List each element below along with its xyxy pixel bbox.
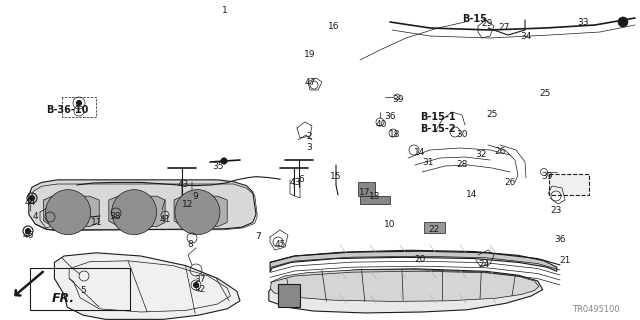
Text: 30: 30 [456, 130, 468, 139]
Text: FR.: FR. [52, 292, 75, 305]
Text: 43: 43 [289, 178, 301, 187]
Text: 38: 38 [109, 212, 121, 221]
Polygon shape [44, 196, 99, 227]
Polygon shape [278, 284, 300, 307]
Polygon shape [269, 269, 543, 313]
Polygon shape [29, 180, 256, 230]
Text: 43: 43 [177, 180, 189, 189]
Text: B-15-2: B-15-2 [420, 124, 456, 134]
Text: 2: 2 [306, 132, 312, 141]
Text: 16: 16 [328, 22, 340, 31]
Text: 1: 1 [222, 6, 228, 15]
Text: 26: 26 [494, 147, 506, 156]
Text: 28: 28 [456, 160, 468, 169]
Text: B-36-10: B-36-10 [46, 105, 88, 115]
Ellipse shape [175, 190, 220, 235]
Text: 3: 3 [306, 143, 312, 152]
Text: 21: 21 [559, 256, 571, 265]
Ellipse shape [111, 190, 157, 235]
Text: 40: 40 [375, 120, 387, 129]
Text: 39: 39 [392, 95, 404, 104]
Text: 45: 45 [275, 240, 285, 249]
Text: 39: 39 [541, 172, 553, 181]
Text: 37: 37 [195, 275, 205, 284]
Text: TR0495100: TR0495100 [572, 305, 620, 314]
Text: 8: 8 [187, 240, 193, 249]
Text: 33: 33 [577, 18, 589, 27]
Text: 17: 17 [359, 188, 371, 197]
Circle shape [29, 196, 35, 201]
Text: 36: 36 [384, 112, 396, 121]
Text: 46: 46 [22, 231, 34, 240]
Ellipse shape [45, 190, 91, 235]
Text: 25: 25 [486, 110, 498, 119]
Polygon shape [109, 196, 165, 227]
Polygon shape [549, 174, 589, 195]
Polygon shape [360, 196, 390, 204]
Text: 5: 5 [80, 286, 86, 295]
Circle shape [26, 228, 31, 234]
Polygon shape [174, 196, 227, 227]
Text: 4: 4 [32, 212, 38, 221]
Circle shape [618, 17, 628, 27]
Text: 47: 47 [304, 78, 316, 87]
Circle shape [77, 100, 81, 106]
Text: 42: 42 [195, 285, 205, 294]
Text: B-15-1: B-15-1 [420, 112, 456, 122]
Text: B-15: B-15 [462, 14, 487, 24]
Text: 31: 31 [422, 158, 434, 167]
Text: 32: 32 [476, 150, 486, 159]
Polygon shape [424, 222, 445, 233]
Circle shape [193, 283, 198, 287]
Text: 22: 22 [428, 225, 440, 234]
Text: 35: 35 [212, 162, 224, 171]
Text: 25: 25 [540, 89, 550, 98]
Text: 19: 19 [304, 50, 316, 59]
Text: 20: 20 [414, 255, 426, 264]
Text: 36: 36 [554, 235, 566, 244]
Text: 27: 27 [499, 23, 509, 32]
Text: 10: 10 [384, 220, 396, 229]
Text: 44: 44 [24, 198, 36, 207]
Text: 41: 41 [159, 215, 171, 224]
Text: 13: 13 [369, 192, 381, 201]
Polygon shape [270, 270, 539, 301]
Text: 7: 7 [255, 232, 261, 241]
Circle shape [221, 158, 227, 164]
Polygon shape [54, 253, 240, 319]
Polygon shape [270, 250, 557, 272]
Text: 26: 26 [504, 178, 516, 187]
Text: 18: 18 [389, 130, 401, 139]
Text: 14: 14 [467, 190, 477, 199]
Text: 29: 29 [481, 19, 493, 28]
Text: 11: 11 [92, 218, 103, 227]
Text: 23: 23 [550, 206, 562, 215]
Text: 9: 9 [192, 192, 198, 201]
Text: 24: 24 [478, 260, 490, 269]
Polygon shape [358, 182, 375, 196]
Text: 14: 14 [414, 148, 426, 157]
Text: 34: 34 [520, 32, 532, 41]
Text: 12: 12 [182, 200, 194, 209]
Text: 15: 15 [330, 172, 342, 181]
Text: 6: 6 [298, 175, 304, 184]
